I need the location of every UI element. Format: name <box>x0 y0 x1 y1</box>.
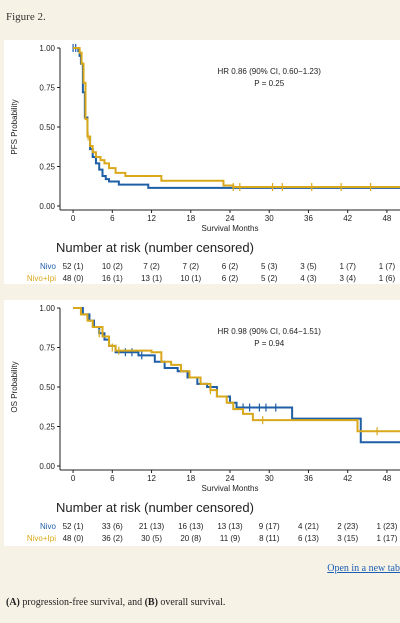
x-tick-label: 6 <box>110 214 115 223</box>
hazard-ratio-text: HR 0.86 (90% CI, 0.60−1.23) <box>218 67 322 76</box>
pfs-panel: 0.00 0.25 0.50 0.75 1.00 0 6 12 18 24 30 36 42 48 PFS … <box>4 40 400 284</box>
nivo-ipi-risk-value: 1 (6) <box>379 274 396 283</box>
nivo-risk-value: 5 (3) <box>261 262 278 271</box>
caption-b-text: overall survival. <box>157 597 226 608</box>
x-tick-label: 12 <box>147 474 156 483</box>
p-value-text: P = 0.94 <box>254 339 284 348</box>
y-tick-label: 0.00 <box>39 202 55 211</box>
x-tick-label: 0 <box>71 214 76 223</box>
nivo-risk-value: 2 (23) <box>337 522 358 531</box>
nivo-ipi-risk-row-label: Nivo+Ipi <box>27 274 56 283</box>
risk-table-title: Number at risk (number censored) <box>56 500 254 515</box>
nivo-risk-value: 1 (7) <box>379 262 396 271</box>
x-tick-label: 30 <box>265 214 274 223</box>
x-tick-label: 48 <box>382 214 391 223</box>
nivo-risk-value: 10 (2) <box>102 262 123 271</box>
caption-a-marker: (A) <box>6 597 20 608</box>
nivo-risk-value: 7 (2) <box>143 262 160 271</box>
figure-label: Figure 2. <box>6 11 46 23</box>
nivo-risk-value: 3 (5) <box>300 262 317 271</box>
x-tick-label: 42 <box>343 474 352 483</box>
nivo-ipi-risk-value: 6 (2) <box>222 274 239 283</box>
nivo-ipi-risk-value: 3 (4) <box>339 274 356 283</box>
x-tick-label: 48 <box>382 474 391 483</box>
p-value-text: P = 0.25 <box>254 79 284 88</box>
x-tick-label: 0 <box>71 474 76 483</box>
x-axis-title: Survival Months <box>202 484 259 493</box>
nivo-ipi-risk-value: 6 (13) <box>298 534 319 543</box>
y-tick-label: 0.25 <box>39 163 55 172</box>
hazard-ratio-text: HR 0.98 (90% CI, 0.64−1.51) <box>218 327 322 336</box>
nivo-risk-row-label: Nivo <box>40 522 57 531</box>
y-tick-label: 0.00 <box>39 462 55 471</box>
y-tick-label: 0.75 <box>39 344 55 353</box>
nivo-risk-value: 7 (2) <box>183 262 200 271</box>
open-in-new-tab-link[interactable]: Open in a new tab <box>327 563 400 574</box>
nivo-ipi-survival-curve <box>73 47 400 189</box>
y-axis-title: OS Probability <box>10 361 19 412</box>
nivo-risk-value: 9 (17) <box>259 522 280 531</box>
nivo-ipi-risk-value: 48 (0) <box>63 534 84 543</box>
x-tick-label: 6 <box>110 474 115 483</box>
nivo-ipi-risk-value: 16 (1) <box>102 274 123 283</box>
nivo-ipi-risk-value: 10 (1) <box>180 274 201 283</box>
caption-a-text: progression-free survival, and <box>19 597 145 608</box>
x-tick-label: 24 <box>226 474 235 483</box>
y-tick-label: 0.75 <box>39 84 55 93</box>
nivo-ipi-risk-value: 20 (8) <box>180 534 201 543</box>
y-tick-label: 0.50 <box>39 123 55 132</box>
nivo-ipi-risk-value: 36 (2) <box>102 534 123 543</box>
x-tick-label: 42 <box>343 214 352 223</box>
x-tick-label: 18 <box>186 214 195 223</box>
y-tick-label: 0.25 <box>39 423 55 432</box>
y-tick-label: 1.00 <box>39 304 55 313</box>
nivo-ipi-risk-row-label: Nivo+Ipi <box>27 534 56 543</box>
nivo-risk-value: 4 (21) <box>298 522 319 531</box>
nivo-ipi-survival-curve <box>73 307 400 433</box>
nivo-ipi-risk-value: 48 (0) <box>63 274 84 283</box>
risk-table-title: Number at risk (number censored) <box>56 240 254 255</box>
pfs-km-chart: 0.00 0.25 0.50 0.75 1.00 0 6 12 18 24 30 36 42 48 PFS … <box>10 44 400 283</box>
nivo-risk-row-label: Nivo <box>40 262 57 271</box>
y-tick-label: 0.50 <box>39 383 55 392</box>
nivo-risk-value: 16 (13) <box>178 522 204 531</box>
y-axis-title: PFS Probability <box>10 99 19 154</box>
nivo-risk-value: 13 (13) <box>217 522 243 531</box>
nivo-ipi-risk-value: 30 (5) <box>141 534 162 543</box>
nivo-risk-value: 21 (13) <box>139 522 165 531</box>
x-tick-label: 12 <box>147 214 156 223</box>
nivo-ipi-risk-value: 5 (2) <box>261 274 278 283</box>
nivo-risk-value: 52 (1) <box>63 522 84 531</box>
nivo-ipi-risk-value: 1 (17) <box>376 534 397 543</box>
nivo-ipi-risk-value: 11 (9) <box>220 534 241 543</box>
x-tick-label: 30 <box>265 474 274 483</box>
nivo-risk-value: 1 (7) <box>339 262 356 271</box>
caption-b-marker: (B) <box>144 597 158 608</box>
nivo-risk-value: 6 (2) <box>222 262 239 271</box>
nivo-risk-value: 1 (23) <box>376 522 397 531</box>
figure-caption: (A) progression-free survival, and (B) o… <box>6 597 225 608</box>
nivo-ipi-risk-value: 8 (11) <box>259 534 280 543</box>
x-tick-label: 24 <box>226 214 235 223</box>
nivo-risk-value: 33 (6) <box>102 522 123 531</box>
x-axis-title: Survival Months <box>202 224 259 233</box>
y-tick-label: 1.00 <box>39 44 55 53</box>
x-tick-label: 36 <box>304 474 313 483</box>
os-km-chart: 0.00 0.25 0.50 0.75 1.00 0 6 12 18 24 30 36 42 48 OS P… <box>10 304 400 543</box>
x-tick-label: 18 <box>186 474 195 483</box>
nivo-ipi-risk-value: 3 (15) <box>337 534 358 543</box>
os-panel: 0.00 0.25 0.50 0.75 1.00 0 6 12 18 24 30 36 42 48 OS P… <box>4 300 400 546</box>
x-tick-label: 36 <box>304 214 313 223</box>
nivo-risk-value: 52 (1) <box>63 262 84 271</box>
nivo-ipi-risk-value: 4 (3) <box>300 274 317 283</box>
nivo-ipi-risk-value: 13 (1) <box>141 274 162 283</box>
